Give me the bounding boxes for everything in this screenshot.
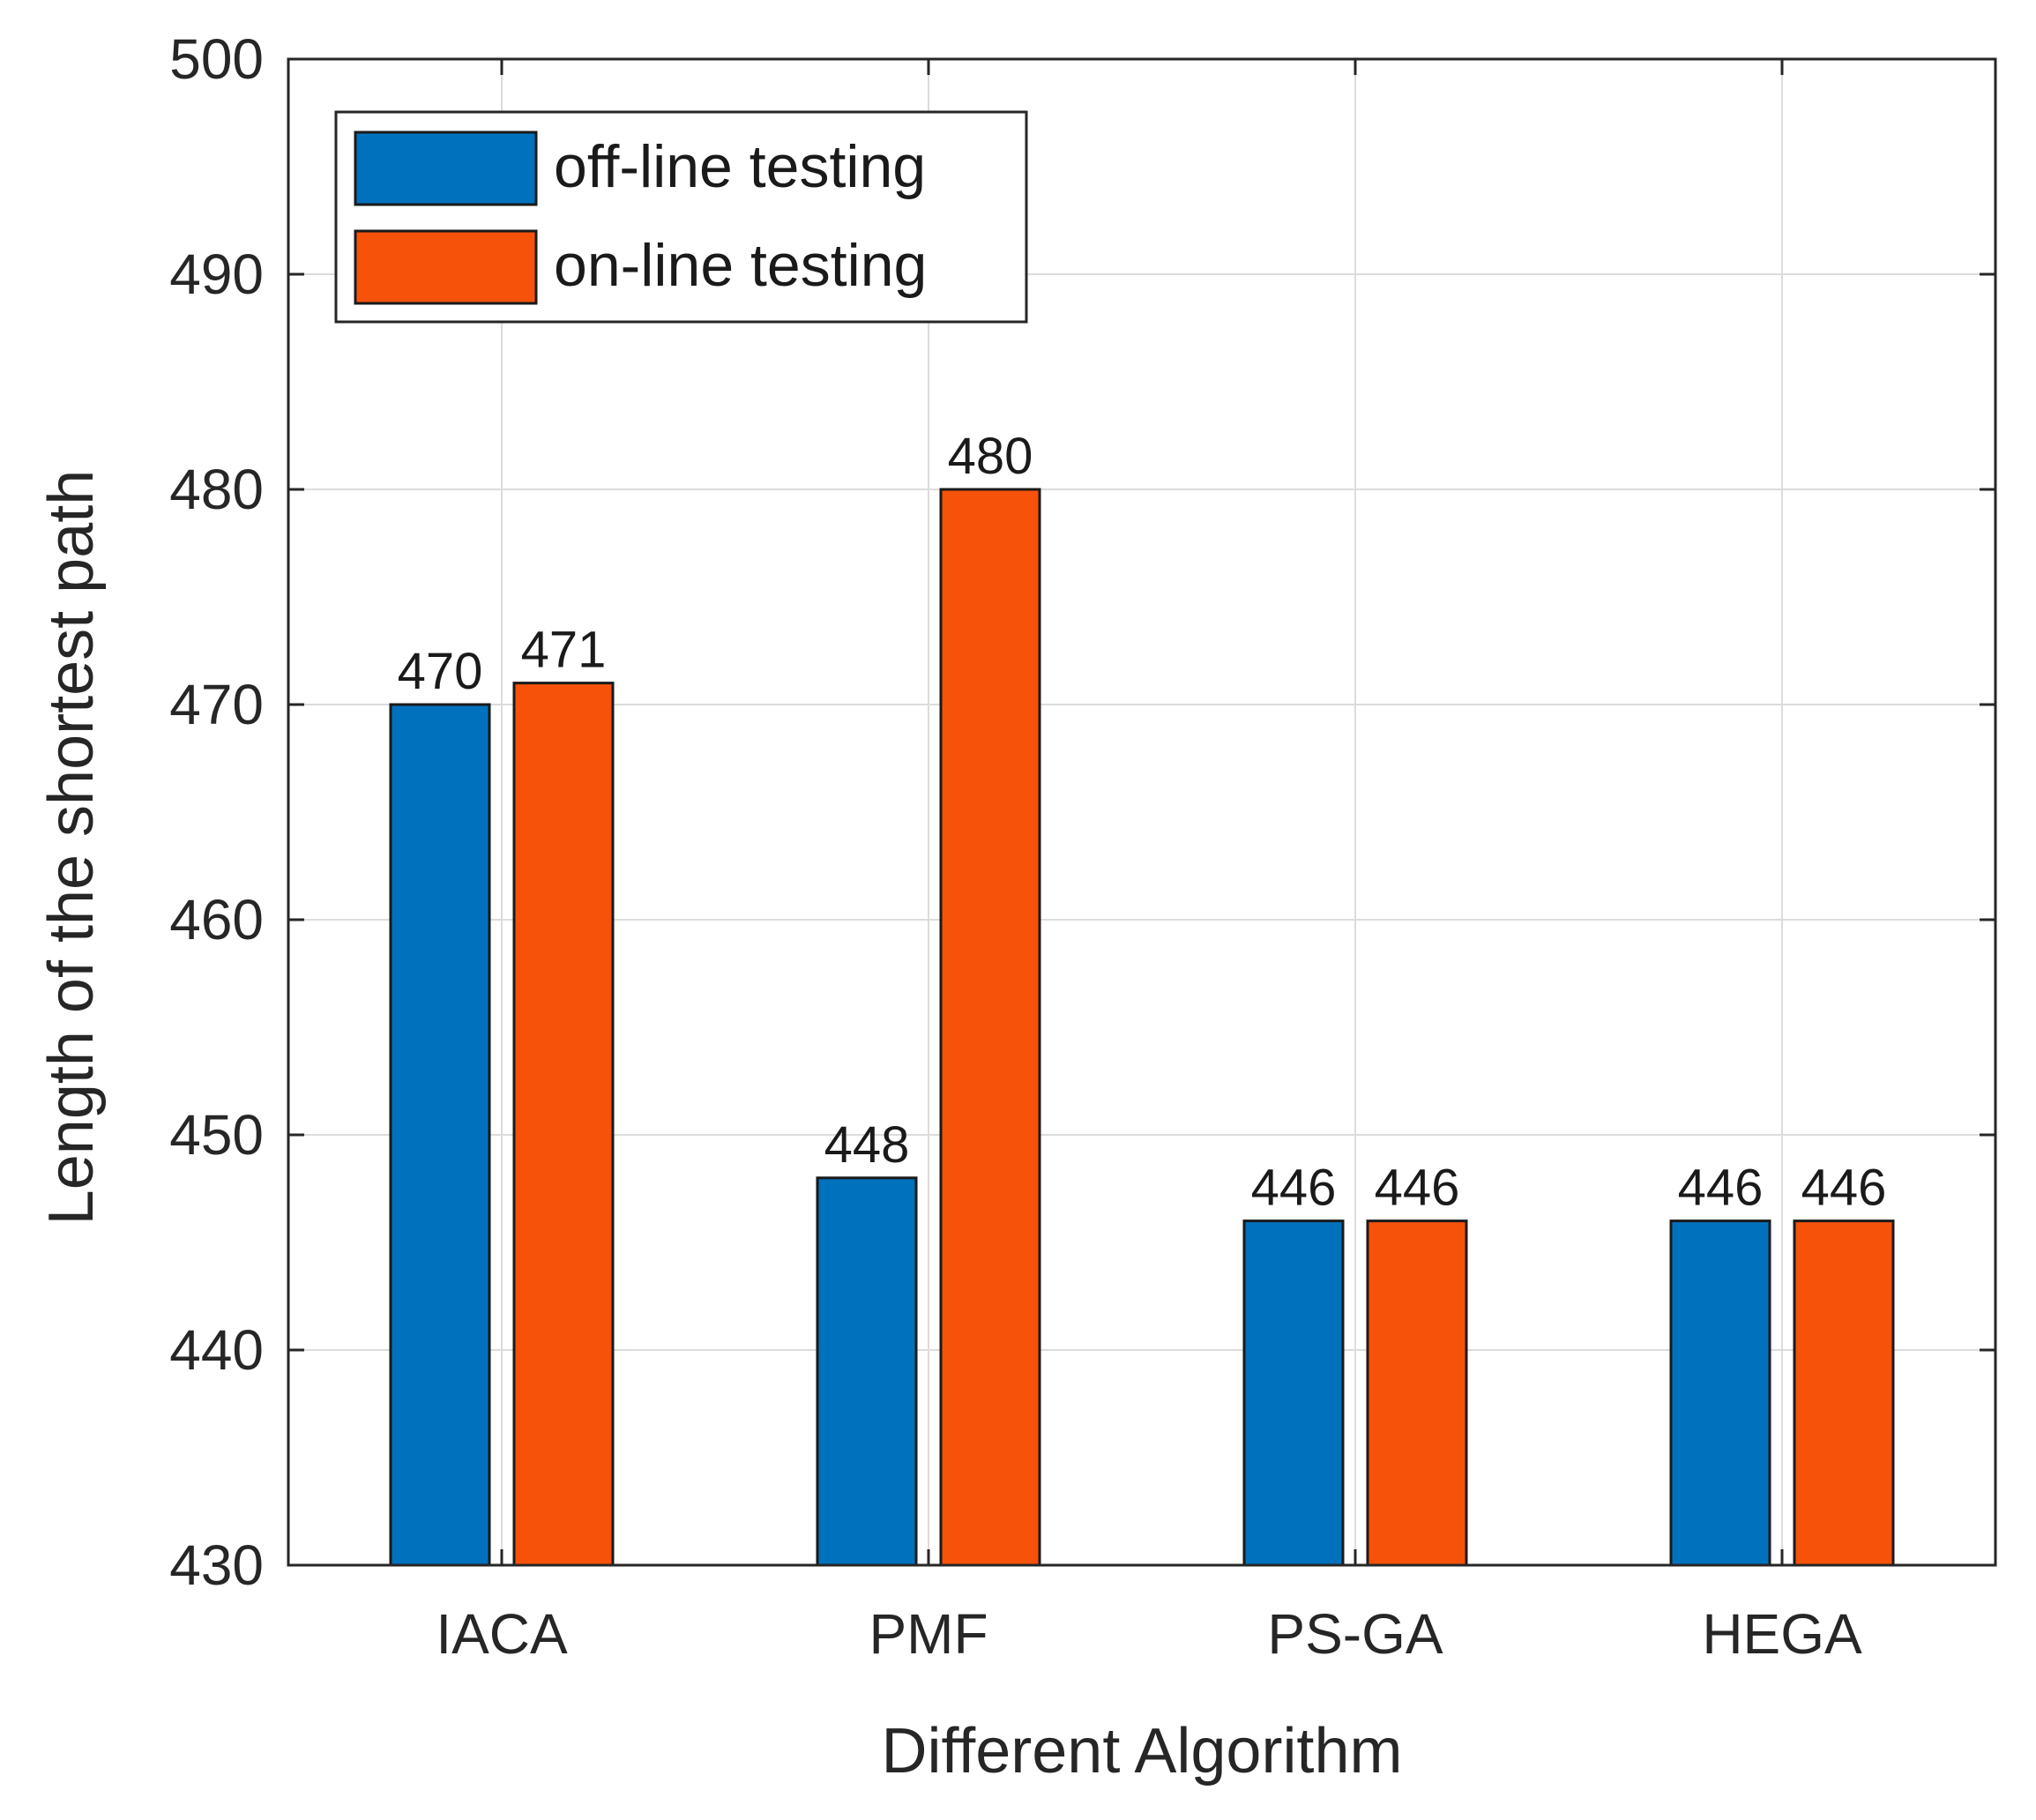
y-tick-label: 450 (169, 1103, 264, 1167)
x-tick-label: HEGA (1702, 1602, 1862, 1666)
plot-area-frame (287, 57, 1997, 1567)
y-axis-title: Length of the shortest path (36, 470, 107, 1226)
legend-label-on-line: on-line testing (554, 232, 927, 299)
data-labels: 470 471 448 480 446 446 446 446 (398, 428, 1887, 1217)
legend-swatch-off-line (354, 131, 538, 206)
data-label: 470 (398, 643, 483, 700)
x-tick-label: PMF (869, 1602, 988, 1666)
data-label: 480 (948, 428, 1033, 485)
bar-on-line-pmf (939, 488, 1041, 1567)
x-tick-label: IACA (436, 1602, 568, 1666)
legend-label-off-line: off-line testing (554, 133, 926, 200)
bar-off-line-iaca (389, 703, 491, 1567)
bar-on-line-ps-ga (1366, 1220, 1468, 1567)
bar-off-line-ps-ga (1242, 1220, 1345, 1567)
legend: off-line testing on-line testing (334, 110, 1028, 324)
bar-off-line-pmf (816, 1176, 918, 1567)
data-label: 471 (521, 622, 607, 679)
y-tick-label: 460 (169, 888, 264, 951)
data-label: 446 (1678, 1160, 1764, 1217)
data-label: 446 (1801, 1160, 1887, 1217)
x-axis-ticks: IACA PMF PS-GA HEGA (436, 59, 1862, 1666)
x-axis-title: Different Algorithm (882, 1716, 1403, 1786)
y-tick-label: 480 (169, 458, 264, 521)
y-tick-label: 500 (169, 27, 264, 91)
y-tick-label: 470 (169, 673, 264, 736)
data-label: 448 (824, 1116, 910, 1174)
bar-on-line-iaca (512, 682, 615, 1567)
bar-on-line-hega (1793, 1220, 1895, 1567)
bar-off-line-hega (1669, 1220, 1771, 1567)
y-tick-label: 430 (169, 1533, 264, 1597)
bars (389, 488, 1895, 1567)
data-label: 446 (1375, 1160, 1460, 1217)
data-label: 446 (1251, 1160, 1337, 1217)
y-axis-ticks: 430 440 450 460 470 480 490 500 (169, 27, 1995, 1597)
legend-swatch-on-line (354, 229, 538, 305)
y-tick-label: 440 (169, 1318, 264, 1382)
y-tick-label: 490 (169, 242, 264, 306)
x-tick-label: PS-GA (1267, 1602, 1443, 1666)
